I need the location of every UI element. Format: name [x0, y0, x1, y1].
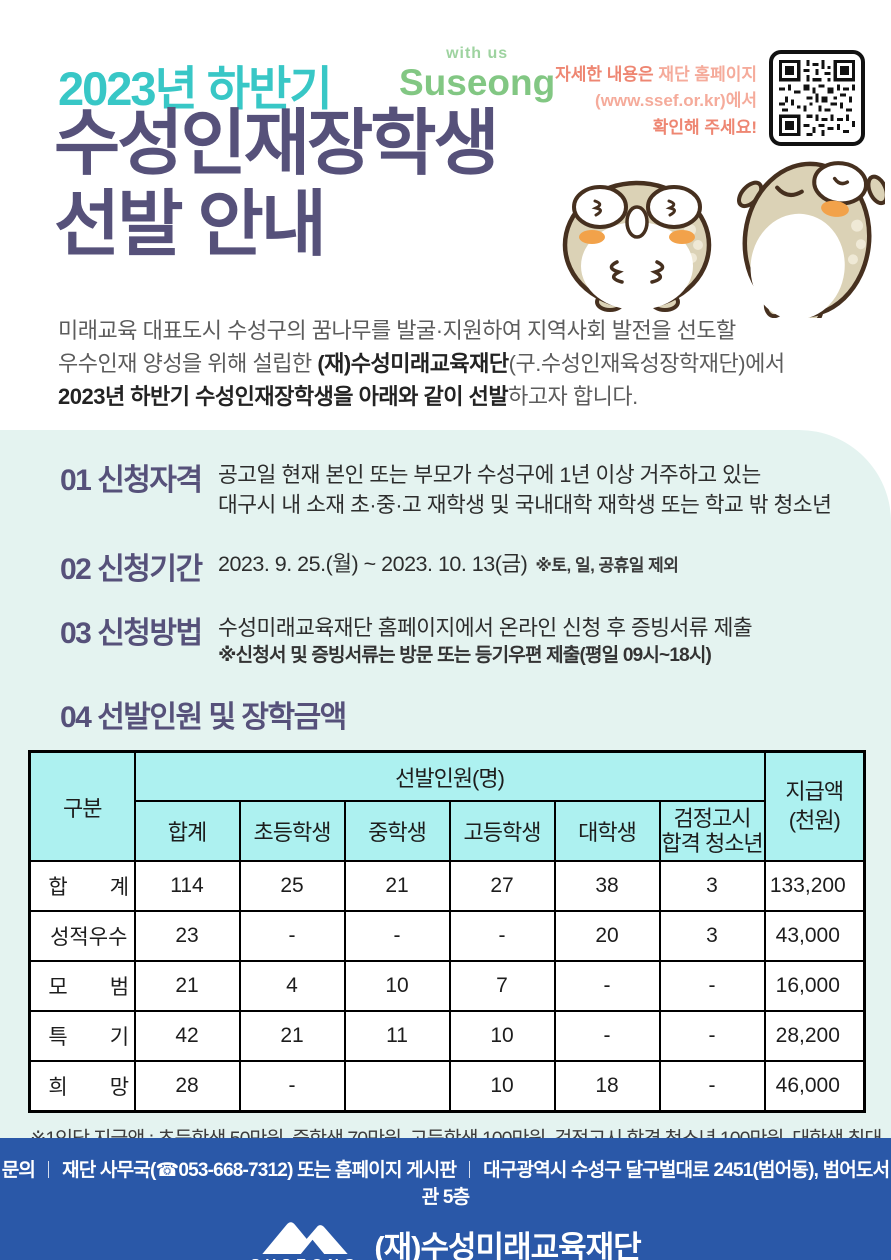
section-period-body: 2023. 9. 25.(월) ~ 2023. 10. 13(금) ※토, 일, … [218, 552, 679, 577]
section-selection-title: 04 선발인원 및 장학금액 [60, 700, 347, 734]
intro-paragraph: 미래교육 대표도시 수성구의 꿈나무를 발굴·지원하여 지역사회 발전을 선도할… [58, 314, 785, 413]
section-eligibility: 01 신청자격 공고일 현재 본인 또는 부모가 수성구에 1년 이상 거주하고… [60, 455, 861, 520]
col-header-total: 합계 [133, 800, 241, 863]
section-eligibility-title: 01 신청자격 [60, 464, 203, 497]
suseong-mountain-logo: SUSEONG [250, 1217, 360, 1260]
logo-tagline: with us [446, 45, 509, 62]
section-period: 02 신청기간 2023. 9. 25.(월) ~ 2023. 10. 13(금… [60, 544, 861, 588]
mascot-left [562, 180, 712, 312]
main-title-line-1: 수성인재장학생 [54, 104, 500, 184]
intro-line-1: 미래교육 대표도시 수성구의 꿈나무를 발굴·지원하여 지역사회 발전을 선도할 [58, 318, 736, 343]
footer-brand: SUSEONG (재)수성미래교육재단 [0, 1217, 891, 1260]
homepage-notice: 자세한 내용은 재단 홈페이지 (www.ssef.or.kr)에서 확인해 주… [555, 62, 757, 141]
divider [48, 1161, 50, 1178]
intro-line-3: 2023년 하반기 수성인재장학생을 아래와 같이 선발하고자 합니다. [58, 384, 638, 409]
col-header-elementary: 초등학생 [238, 800, 346, 863]
col-header-selection-count: 선발인원(명) [133, 750, 766, 803]
col-header-amount: 지급액 (천원) [763, 750, 866, 863]
section-eligibility-body: 공고일 현재 본인 또는 부모가 수성구에 1년 이상 거주하고 있는 대구시 … [218, 463, 832, 518]
col-header-middle: 중학생 [343, 800, 451, 863]
section-period-title: 02 신청기간 [60, 553, 203, 587]
footer: 문의 재단 사무국(☎053-668-7312) 또는 홈페이지 게시판 대구광역시… [0, 1138, 891, 1260]
table-row-model: 모 범 21 4 10 7 - - 16,000 [28, 960, 866, 1013]
period-note: ※토, 일, 공휴일 제외 [535, 556, 679, 576]
qr-code-pattern [779, 60, 855, 136]
col-header-high: 고등학생 [448, 800, 556, 863]
notice-line-1: 자세한 내용은 재단 홈페이지 [555, 65, 757, 84]
notice-url: (www.ssef.or.kr)에서 [595, 91, 757, 111]
footer-logo-text: SUSEONG [250, 1257, 360, 1260]
notice-line-3: 확인해 주세요! [652, 117, 757, 137]
section-method-body: 수성미래교육재단 홈페이지에서 온라인 신청 후 증빙서류 제출 ※신청서 및 … [218, 608, 753, 670]
period-title: 2023년 하반기 [58, 62, 333, 115]
divider [469, 1161, 471, 1178]
section-method: 03 신청방법 수성미래교육재단 홈페이지에서 온라인 신청 후 증빙서류 제출… [60, 608, 861, 670]
org-name: (재)수성미래교육재단 [374, 1230, 641, 1260]
col-header-ged-youth: 검정고시 합격 청소년 [658, 800, 766, 863]
suseong-logo: with us Suseong [399, 45, 556, 103]
table-row-academic: 성적우수 23 - - - 20 3 43,000 [28, 910, 866, 963]
section-selection: 04 선발인원 및 장학금액 [60, 692, 861, 736]
main-title: 수성인재장학생 선발 안내 [54, 104, 500, 267]
table-row-talent: 특 기 42 21 11 10 - - 28,200 [28, 1010, 866, 1063]
table-row-total: 합 계 114 25 21 27 38 3 133,200 [28, 860, 866, 913]
qr-code [769, 50, 865, 146]
intro-line-2: 우수인재 양성을 위해 설립한 (재)수성미래교육재단(구.수성인재육성장학재단… [58, 351, 785, 376]
mountain-icon [262, 1222, 348, 1254]
section-method-title: 03 신청방법 [60, 617, 203, 651]
method-note: ※신청서 및 증빙서류는 방문 또는 등기우편 제출(평일 09시~18시) [218, 645, 712, 667]
info-section: 01 신청자격 공고일 현재 본인 또는 부모가 수성구에 1년 이상 거주하고… [0, 430, 891, 1205]
col-header-category: 구분 [28, 750, 136, 863]
col-header-university: 대학생 [553, 800, 661, 863]
mascots-illustration [555, 150, 889, 325]
logo-wordmark: Suseong [399, 62, 556, 103]
main-title-line-2: 선발 안내 [54, 185, 327, 266]
scholarship-table: 구분 선발인원(명) 지급액 (천원) 합계 초등학생 중학생 고등학생 대학생… [28, 749, 867, 1113]
mascot-right [737, 161, 889, 325]
table-row-hope: 희 망 28 - 10 18 - 46,000 [28, 1060, 866, 1113]
contact-line: 문의 재단 사무국(☎053-668-7312) 또는 홈페이지 게시판 대구광역시… [1, 1160, 890, 1208]
